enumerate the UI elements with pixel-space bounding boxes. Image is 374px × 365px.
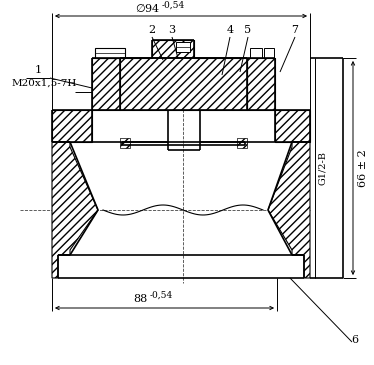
Polygon shape [120, 40, 247, 110]
Text: -0,54: -0,54 [162, 1, 185, 10]
Text: 2: 2 [148, 25, 156, 35]
Text: 7: 7 [291, 25, 298, 35]
Text: $\varnothing$94: $\varnothing$94 [135, 2, 160, 14]
Text: M20x1,5-7H: M20x1,5-7H [12, 79, 77, 88]
Text: 1: 1 [34, 65, 42, 75]
Text: 3: 3 [168, 25, 175, 35]
Polygon shape [237, 138, 247, 148]
Polygon shape [120, 138, 130, 148]
Bar [264, 48, 274, 58]
Polygon shape [52, 142, 98, 278]
Text: G1/2-B: G1/2-B [318, 151, 327, 185]
Text: 5: 5 [245, 25, 252, 35]
Text: 66 ± 2: 66 ± 2 [358, 149, 368, 187]
Polygon shape [247, 58, 275, 110]
Polygon shape [92, 58, 120, 110]
Text: 88: 88 [134, 294, 148, 304]
Bar [176, 42, 190, 52]
Bar [95, 48, 125, 58]
Text: 6: 6 [352, 335, 359, 345]
Text: 4: 4 [226, 25, 233, 35]
Bar [250, 48, 262, 58]
Polygon shape [275, 110, 310, 142]
Text: -0,54: -0,54 [150, 291, 173, 300]
Polygon shape [52, 110, 92, 142]
Polygon shape [268, 142, 310, 278]
